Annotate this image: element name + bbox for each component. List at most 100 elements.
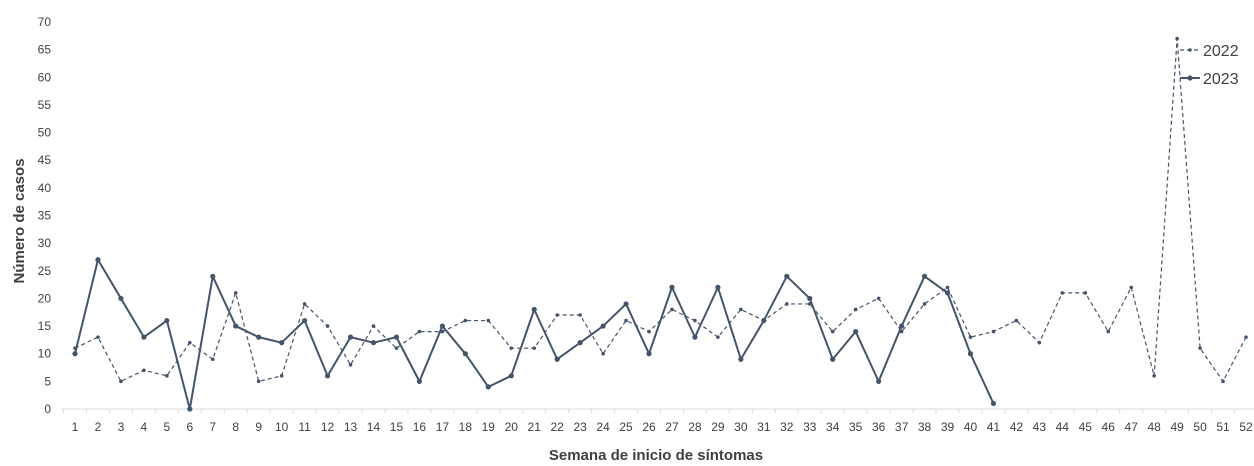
series-line-2023 [74, 258, 995, 410]
data-point-2022 [853, 307, 858, 312]
data-point-2022 [1221, 379, 1225, 384]
x-tick-label: 13 [344, 420, 358, 434]
data-point-2023 [738, 356, 744, 362]
data-point-2022 [1152, 374, 1156, 378]
y-axis-title: Número de casos [11, 158, 28, 283]
data-point-2023 [577, 340, 583, 346]
data-point-2022 [739, 307, 743, 312]
data-point-2023 [898, 323, 905, 329]
data-point-2022 [922, 302, 927, 306]
data-point-2023 [646, 351, 652, 357]
data-point-2023 [921, 273, 928, 279]
x-tick-label: 48 [1147, 420, 1161, 434]
data-point-2023 [715, 284, 721, 290]
data-point-2022 [302, 302, 307, 306]
data-point-2023 [669, 284, 675, 290]
data-point-2022 [1106, 329, 1111, 334]
data-point-2022 [624, 318, 628, 323]
data-point-2023 [967, 351, 974, 357]
x-tick-label: 50 [1193, 420, 1207, 434]
data-point-2023 [279, 340, 285, 346]
x-tick-label: 38 [918, 420, 932, 434]
data-point-2023 [623, 301, 629, 307]
x-tick-label: 39 [941, 420, 955, 434]
y-tick-label: 30 [38, 236, 52, 250]
data-point-2022 [119, 379, 123, 384]
y-tick-label: 65 [38, 43, 52, 57]
x-tick-label: 9 [255, 420, 262, 434]
x-tick-label: 35 [849, 420, 863, 434]
data-point-2023 [761, 317, 767, 324]
x-tick-label: 30 [734, 420, 748, 434]
data-point-2022 [371, 324, 376, 328]
data-point-2023 [141, 334, 147, 340]
data-point-2022 [486, 318, 491, 323]
data-point-2022 [716, 335, 720, 339]
y-tick-label: 40 [38, 181, 52, 195]
data-point-2022 [256, 379, 261, 384]
x-tick-label: 44 [1056, 420, 1070, 434]
data-point-2023 [324, 373, 331, 379]
data-point-2022 [647, 329, 651, 334]
y-tick-label: 0 [44, 402, 51, 416]
data-point-2023 [944, 290, 951, 296]
data-point-2023 [302, 317, 308, 324]
legend: 2022 2023 [1180, 43, 1239, 88]
data-point-2022 [348, 362, 353, 367]
data-point-2023 [876, 378, 882, 384]
data-point-2022 [325, 324, 330, 328]
y-tick-label: 25 [38, 264, 52, 278]
data-point-2022 [968, 335, 973, 339]
x-tick-label: 43 [1033, 420, 1047, 434]
x-tick-label: 49 [1170, 420, 1184, 434]
data-point-2023 [600, 323, 606, 329]
x-tick-label: 19 [482, 420, 496, 434]
data-point-2022 [532, 346, 537, 350]
x-axis-title: Semana de inicio de síntomas [549, 447, 763, 464]
x-tick-label: 42 [1010, 420, 1024, 434]
data-point-2022 [1244, 335, 1248, 339]
legend-marker-2023 [1187, 75, 1193, 81]
data-point-2023 [72, 351, 78, 357]
x-tick-label: 47 [1125, 420, 1139, 434]
data-point-2023 [853, 329, 859, 335]
x-tick-label: 31 [757, 420, 771, 434]
data-point-2022 [1014, 318, 1019, 323]
data-point-2023 [95, 257, 101, 263]
data-point-2022 [188, 340, 192, 345]
x-tick-label: 15 [390, 420, 404, 434]
x-tick-label: 4 [141, 420, 148, 434]
series-line-2022 [74, 37, 1247, 382]
x-tick-label: 51 [1216, 420, 1230, 434]
data-point-2022 [210, 357, 215, 362]
data-point-2023 [416, 378, 423, 384]
legend-label-2022: 2022 [1203, 43, 1239, 60]
x-tick-label: 14 [367, 420, 381, 434]
data-point-2022 [394, 346, 399, 350]
x-tick-label: 20 [505, 420, 519, 434]
data-point-2022 [96, 335, 100, 339]
x-tick-label: 26 [642, 420, 656, 434]
data-point-2023 [187, 406, 193, 412]
data-point-2022 [279, 374, 284, 378]
x-tick-label: 18 [459, 420, 473, 434]
x-tick-label: 34 [826, 420, 840, 434]
x-tick-label: 32 [780, 420, 794, 434]
x-tick-label: 33 [803, 420, 817, 434]
data-point-2022 [463, 318, 468, 323]
data-point-2023 [370, 340, 377, 346]
data-point-2022 [1083, 291, 1088, 295]
x-tick-label: 46 [1102, 420, 1116, 434]
x-tick-label: 8 [232, 420, 239, 434]
x-tick-label: 5 [163, 420, 170, 434]
data-point-2022 [784, 302, 789, 306]
data-point-2023 [554, 356, 560, 362]
data-point-2022 [1175, 36, 1179, 41]
data-point-2022 [165, 374, 169, 378]
data-point-2023 [692, 334, 698, 340]
data-point-2023 [485, 384, 491, 390]
data-point-2023 [118, 295, 124, 302]
x-tick-label: 27 [665, 420, 679, 434]
y-tick-label: 20 [38, 291, 52, 305]
